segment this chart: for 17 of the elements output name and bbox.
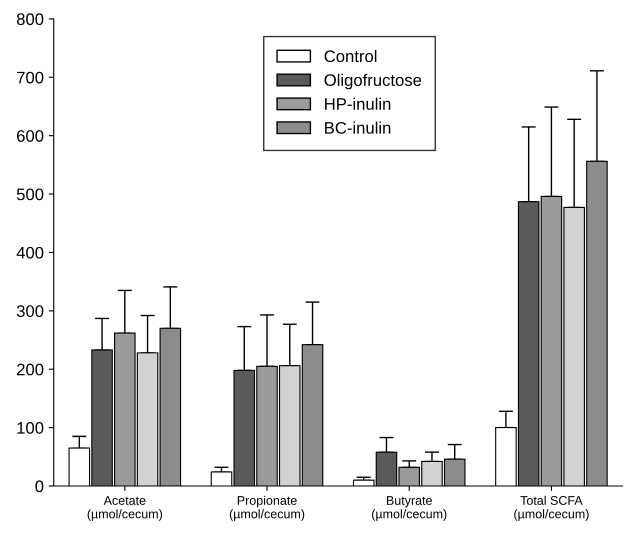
x-tick-label: Acetate (µmol/cecum) [88,496,162,521]
y-tick-label: 800 [16,13,44,26]
legend-label: Oligofructose [324,74,422,90]
y-tick-label: 700 [17,72,44,84]
y-tick-label: 200 [17,364,44,376]
y-tick-label: 100 [17,422,44,434]
legend-label: HP-inulin [325,98,390,110]
x-tick-label: Total SCFA (µmol/cecum) [514,496,589,521]
x-tick-label: Propionate (µmol/cecum) [230,496,304,521]
y-tick-label: 400 [16,246,44,259]
legend-label: BC-inulin [325,122,390,134]
x-tick-label: Butyrate (µmol/cecum) [372,496,446,521]
y-tick-label: 600 [17,130,44,142]
y-tick-label: 500 [16,188,44,200]
y-tick-label: 0 [35,480,44,492]
legend-label: Control [324,50,376,62]
y-tick-label: 300 [16,305,44,318]
